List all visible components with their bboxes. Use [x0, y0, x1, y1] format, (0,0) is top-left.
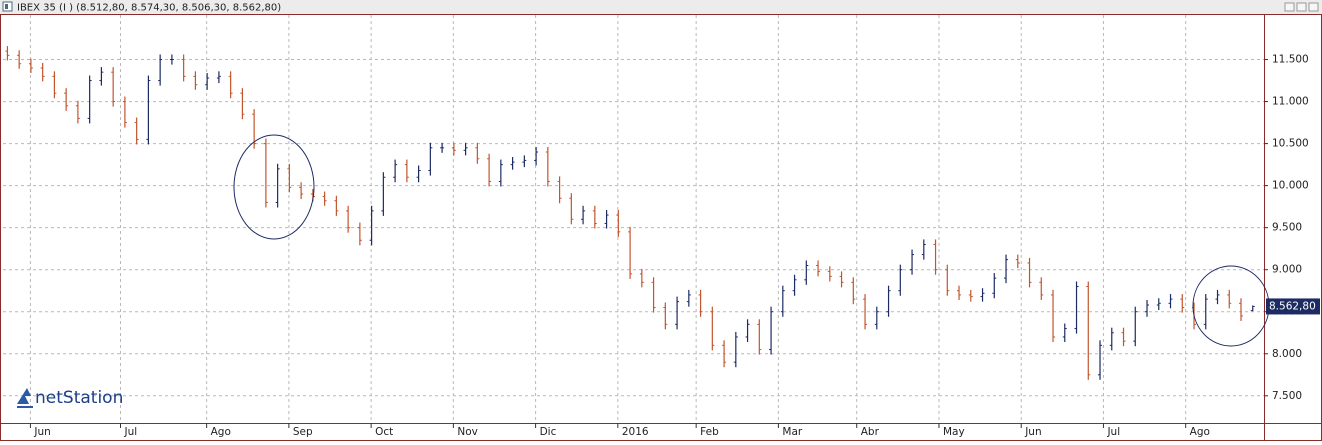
- x-tick-label: Nov: [457, 426, 478, 438]
- x-tick-label: 2016: [622, 426, 649, 438]
- chart-title: IBEX 35 (I ) (8.512,80, 8.574,30, 8.506,…: [17, 3, 281, 14]
- x-tick-label: May: [943, 426, 965, 438]
- x-tick-label: Ago: [1190, 426, 1210, 438]
- minimize-button[interactable]: [1284, 2, 1295, 12]
- x-tick-label: Sep: [293, 426, 313, 438]
- x-tick-label: Jul: [1106, 426, 1120, 438]
- title-bar: [0, 0, 1322, 14]
- x-tick-label: Dic: [540, 426, 557, 438]
- y-tick-label: 11.500: [1272, 54, 1309, 66]
- y-tick-label: 10.500: [1272, 138, 1309, 150]
- x-tick-label: Oct: [375, 426, 393, 438]
- y-tick-label: 10.000: [1272, 180, 1309, 192]
- annotation-circle: [233, 134, 315, 240]
- last-price-label: 8.562,80: [1269, 300, 1316, 312]
- x-tick-label: Ago: [211, 426, 231, 438]
- y-tick-label: 9.000: [1272, 264, 1302, 276]
- axes: 7.5008.0008.5009.0009.50010.00010.50011.…: [29, 54, 1320, 438]
- x-tick-label: Jul: [123, 426, 137, 438]
- y-tick-label: 9.500: [1272, 222, 1302, 234]
- x-tick-label: Abr: [861, 426, 880, 438]
- last-price-box: [1266, 298, 1320, 315]
- x-tick-label: Jun: [33, 426, 50, 438]
- logo-icon: [17, 388, 31, 404]
- bars: [5, 46, 1255, 380]
- grid: [3, 15, 1264, 421]
- y-tick-label: 8.000: [1272, 348, 1302, 360]
- x-tick-label: Jun: [1024, 426, 1041, 438]
- x-tick-label: Feb: [700, 426, 719, 438]
- watermark: netStation: [35, 388, 123, 408]
- maximize-button[interactable]: [1296, 2, 1307, 12]
- y-tick-label: 11.000: [1272, 96, 1309, 108]
- y-tick-label: 7.500: [1272, 390, 1302, 402]
- x-tick-label: Mar: [782, 426, 802, 438]
- window-icon-inner: [5, 4, 8, 9]
- close-button[interactable]: [1308, 2, 1319, 12]
